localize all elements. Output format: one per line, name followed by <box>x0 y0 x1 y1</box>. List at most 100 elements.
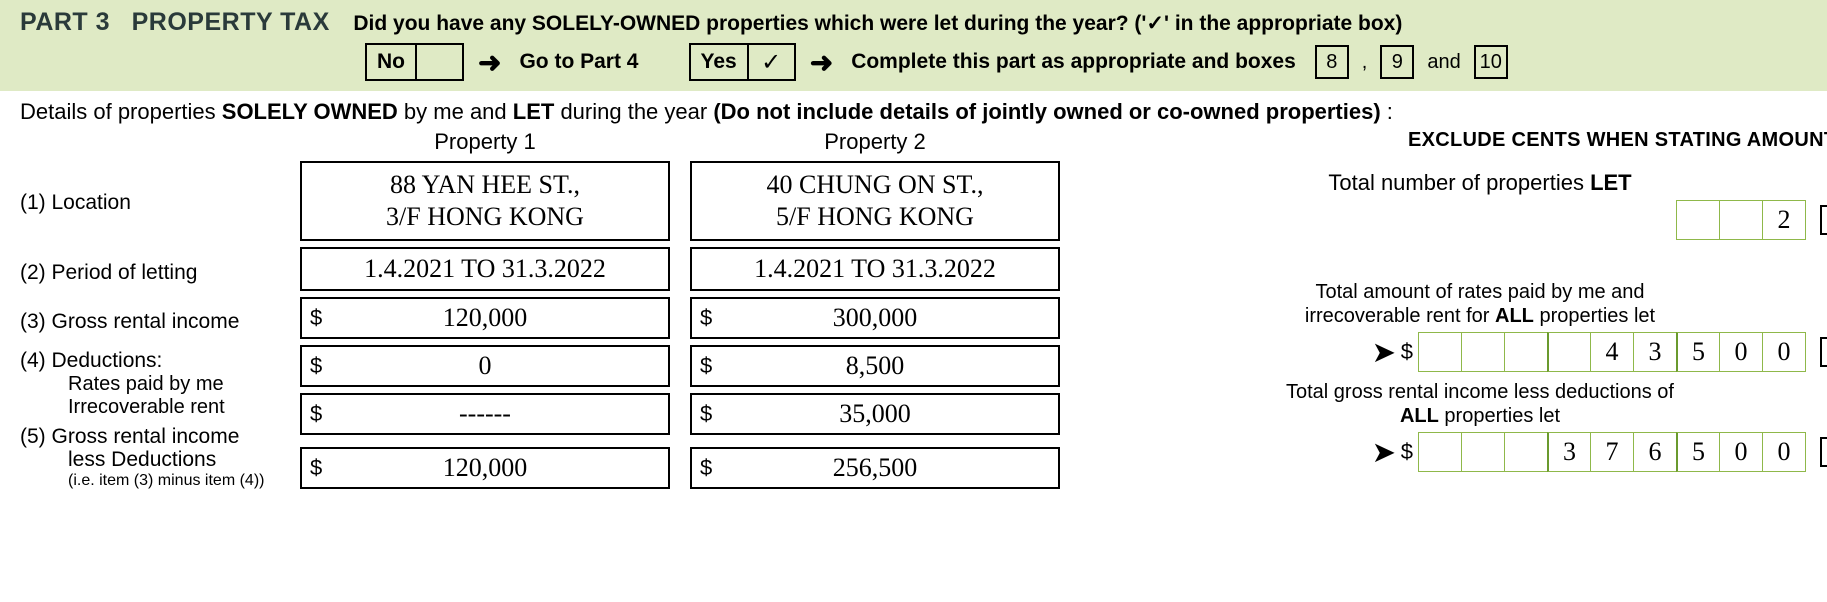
label-net2: less Deductions <box>20 448 300 472</box>
property2-header: Property 2 <box>690 129 1060 155</box>
digit-cell[interactable] <box>1418 332 1462 372</box>
property1-period[interactable]: 1.4.2021 TO 31.3.2022 <box>300 247 670 291</box>
digit-cell[interactable]: 4 <box>1590 332 1634 372</box>
p1-loc-l2: 3/F HONG KONG <box>386 201 584 234</box>
digit-cell[interactable] <box>1719 200 1763 240</box>
property2-gross[interactable]: $300,000 <box>690 297 1060 339</box>
dollar-sign: $ <box>700 455 712 481</box>
part-question: Did you have any SOLELY-OWNED properties… <box>353 12 1402 35</box>
property1-rates[interactable]: $0 <box>300 345 670 387</box>
property2-column: Property 2 40 CHUNG ON ST., 5/F HONG KON… <box>690 129 1080 495</box>
digit-cell[interactable] <box>1504 332 1548 372</box>
digit-cell[interactable]: 3 <box>1633 332 1677 372</box>
box-num-10: 10 <box>1820 437 1827 467</box>
label-net3: (i.e. item (3) minus item (4)) <box>20 472 300 490</box>
row-labels-column: (1) Location (2) Period of letting (3) G… <box>20 129 300 490</box>
digit-cell[interactable] <box>1461 432 1505 472</box>
property2-location[interactable]: 40 CHUNG ON ST., 5/F HONG KONG <box>690 161 1060 241</box>
dollar-sign: $ <box>1401 339 1413 365</box>
t: (Do not include details of jointly owned… <box>713 99 1380 124</box>
digit-cell[interactable] <box>1676 200 1720 240</box>
and-word: and <box>1427 51 1460 74</box>
t: irrecoverable rent for <box>1305 305 1495 327</box>
part-label: PART 3 <box>20 8 110 36</box>
part3-header: PART 3 PROPERTY TAX Did you have any SOL… <box>0 0 1827 91</box>
digit-cell[interactable]: 6 <box>1633 432 1677 472</box>
no-label: No <box>367 45 417 79</box>
digit-cell[interactable]: 0 <box>1719 332 1763 372</box>
label-rates: Rates paid by me <box>20 373 300 396</box>
t: SOLELY OWNED <box>222 99 398 124</box>
digit-cell[interactable]: 0 <box>1719 432 1763 472</box>
dollar-sign: $ <box>700 401 712 427</box>
box-num-8: 8 <box>1820 205 1827 235</box>
property1-location[interactable]: 88 YAN HEE ST., 3/F HONG KONG <box>300 161 670 241</box>
t: Details of properties <box>20 99 222 124</box>
t: Total amount of rates paid by me and <box>1110 280 1827 304</box>
dollar-sign: $ <box>700 305 712 331</box>
label-location: (1) Location <box>20 163 300 243</box>
t: properties let <box>1534 305 1655 327</box>
yes-option[interactable]: Yes ✓ <box>689 43 796 81</box>
totals-column: EXCLUDE CENTS WHEN STATING AMOUNTS Total… <box>1080 129 1827 472</box>
t: : <box>1381 99 1393 124</box>
box-num-9: 9 <box>1820 337 1827 367</box>
digit-cell[interactable] <box>1547 332 1591 372</box>
digit-cell[interactable] <box>1418 432 1462 472</box>
digit-cell[interactable]: 2 <box>1762 200 1806 240</box>
v: 8,500 <box>846 351 905 381</box>
dollar-sign: $ <box>310 353 322 379</box>
yes-checkbox[interactable]: ✓ <box>749 45 794 79</box>
label-gross: (3) Gross rental income <box>20 301 300 343</box>
v: ------ <box>459 399 511 429</box>
box-ref-8: 8 <box>1315 45 1349 79</box>
property1-header: Property 1 <box>300 129 670 155</box>
p2-loc-l1: 40 CHUNG ON ST., <box>767 169 984 202</box>
digit-cell[interactable]: 3 <box>1547 432 1591 472</box>
v: 256,500 <box>833 453 918 483</box>
header-top-row: PART 3 PROPERTY TAX Did you have any SOL… <box>20 8 1807 37</box>
property2-rates[interactable]: $8,500 <box>690 345 1060 387</box>
total-rates-digits: ➤ $ 4 3 5 0 0 9 <box>1110 332 1827 372</box>
t: Total gross rental income less deduction… <box>1110 380 1827 404</box>
v: 120,000 <box>443 303 528 333</box>
dollar-sign: $ <box>310 455 322 481</box>
property2-net[interactable]: $256,500 <box>690 447 1060 489</box>
dollar-sign: $ <box>700 353 712 379</box>
header-options-row: No ➜ Go to Part 4 Yes ✓ ➜ Complete this … <box>365 43 1807 81</box>
t: during the year <box>554 99 713 124</box>
yes-instruction: Complete this part as appropriate and bo… <box>851 50 1296 74</box>
property1-net[interactable]: $120,000 <box>300 447 670 489</box>
property1-column: Property 1 88 YAN HEE ST., 3/F HONG KONG… <box>300 129 690 495</box>
p1-loc-l1: 88 YAN HEE ST., <box>386 169 584 202</box>
total-rates-label: Total amount of rates paid by me and irr… <box>1110 280 1827 328</box>
property1-gross[interactable]: $120,000 <box>300 297 670 339</box>
digit-cell[interactable]: 7 <box>1590 432 1634 472</box>
property1-irrec[interactable]: $ ------ <box>300 393 670 435</box>
dollar-sign: $ <box>310 305 322 331</box>
box-ref-9: 9 <box>1380 45 1414 79</box>
form-grid: (1) Location (2) Period of letting (3) G… <box>0 129 1827 505</box>
digit-cell[interactable]: 5 <box>1676 432 1720 472</box>
v: 0 <box>479 351 492 381</box>
no-option[interactable]: No <box>365 43 464 81</box>
t: by me and <box>398 99 513 124</box>
total-let-label: Total number of properties LET <box>1110 170 1827 196</box>
details-intro-line: Details of properties SOLELY OWNED by me… <box>0 91 1827 129</box>
part-title: PROPERTY TAX <box>132 8 330 36</box>
digit-cell[interactable] <box>1504 432 1548 472</box>
dollar-sign: $ <box>1401 439 1413 465</box>
property2-period[interactable]: 1.4.2021 TO 31.3.2022 <box>690 247 1060 291</box>
no-checkbox[interactable] <box>417 45 462 79</box>
property2-irrec[interactable]: $35,000 <box>690 393 1060 435</box>
comma: , <box>1362 51 1368 74</box>
digit-cell[interactable] <box>1461 332 1505 372</box>
digit-cell[interactable]: 0 <box>1762 432 1806 472</box>
v: 35,000 <box>839 399 911 429</box>
total-net-label: Total gross rental income less deduction… <box>1110 380 1827 428</box>
dollar-sign: $ <box>310 401 322 427</box>
yes-label: Yes <box>691 45 749 79</box>
digit-cell[interactable]: 5 <box>1676 332 1720 372</box>
digit-cell[interactable]: 0 <box>1762 332 1806 372</box>
label-irrec: Irrecoverable rent <box>20 396 300 419</box>
